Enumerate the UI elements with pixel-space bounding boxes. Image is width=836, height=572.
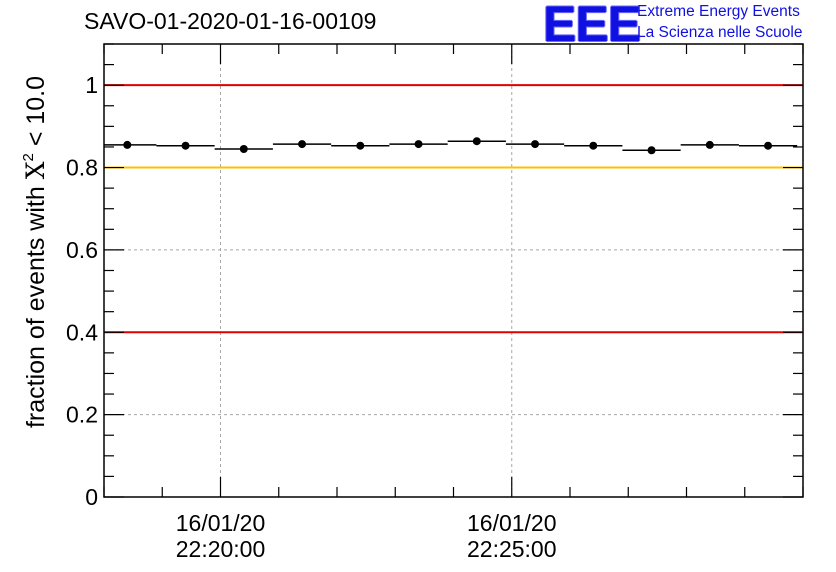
data-point — [298, 140, 307, 149]
reference-lines — [104, 84, 803, 334]
data-point — [239, 145, 248, 154]
data-point — [589, 141, 598, 150]
y-tick-label: 1 — [85, 72, 98, 98]
axis-ticks — [103, 43, 804, 498]
data-point — [705, 140, 714, 149]
y-axis-label: fraction of events with X2 < 10.0 — [19, 75, 51, 429]
data-point — [123, 140, 132, 149]
data-point — [531, 140, 540, 149]
y-axis-label-superscript: 2 — [19, 153, 37, 162]
y-tick-label: 0.4 — [66, 319, 98, 345]
eee-logo: EEE — [543, 0, 641, 52]
logo-text-line1: Extreme Energy Events — [637, 3, 800, 20]
logo-text-line2: La Scienza nelle Scuole — [637, 24, 803, 41]
data-point — [356, 141, 365, 150]
plot-area-border — [103, 43, 804, 498]
plot-frame — [103, 43, 804, 498]
y-tick-label: 0.8 — [66, 155, 98, 181]
tick-labels: 00.20.40.60.8116/01/2022:20:0016/01/2022… — [66, 72, 557, 562]
data-point — [647, 146, 656, 155]
chart-title: SAVO-01-2020-01-16-00109 — [84, 8, 377, 34]
data-point — [472, 137, 481, 146]
x-tick-label-date: 16/01/20 — [467, 510, 557, 536]
y-tick-label: 0.6 — [66, 237, 98, 263]
data-point — [181, 141, 190, 150]
data-series — [104, 137, 798, 155]
y-tick-label: 0 — [85, 484, 98, 510]
x-tick-label-time: 22:25:00 — [467, 536, 557, 562]
x-tick-label-time: 22:20:00 — [176, 536, 266, 562]
grid-layer — [104, 44, 803, 497]
x-tick-label-date: 16/01/20 — [176, 510, 266, 536]
y-tick-label: 0.2 — [66, 402, 98, 428]
data-point — [414, 140, 423, 149]
y-axis-label-suffix: < 10.0 — [22, 75, 50, 154]
y-axis-label-prefix: fraction of events with — [22, 179, 50, 429]
y-axis-label-symbol: X — [21, 161, 50, 180]
data-point — [764, 141, 773, 150]
